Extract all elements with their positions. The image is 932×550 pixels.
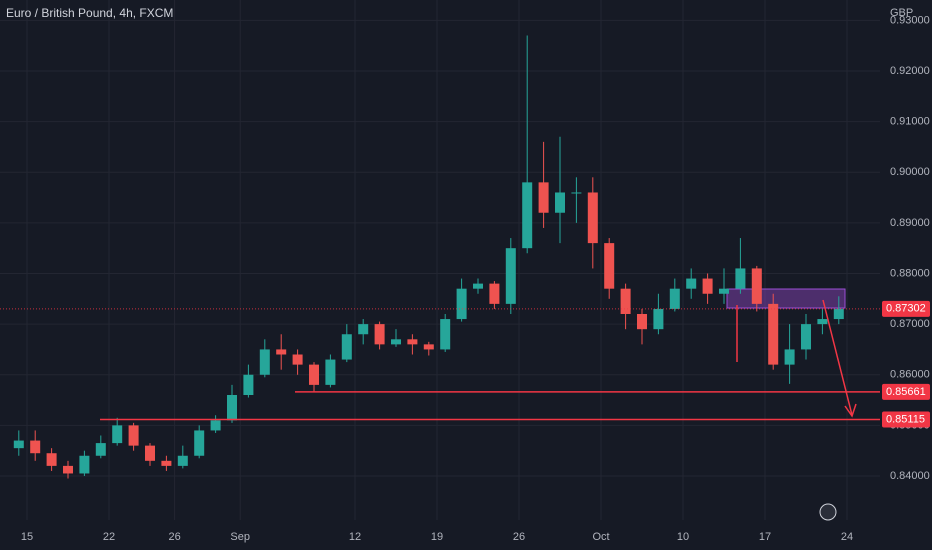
candle-body — [13, 440, 24, 449]
candle-body — [768, 303, 779, 365]
y-tick-label: 0.88000 — [890, 267, 930, 279]
price-tag — [882, 411, 930, 428]
candle-body — [637, 313, 647, 330]
candle-body — [227, 394, 237, 421]
candle-body — [30, 440, 41, 454]
price-tag — [882, 383, 930, 400]
candle-body — [391, 339, 401, 345]
price-tag — [882, 300, 930, 317]
candle-body — [358, 324, 369, 335]
candle-body — [538, 182, 549, 213]
y-tick-label: 0.86000 — [890, 369, 930, 381]
candle-body — [571, 192, 582, 194]
x-tick-label: 22 — [103, 531, 115, 543]
candle-body — [522, 182, 533, 249]
candle-body — [735, 268, 746, 289]
price-tag-label: 0.85115 — [886, 413, 925, 425]
candle-body — [177, 455, 188, 466]
candle-body — [309, 364, 319, 385]
candle-body — [292, 354, 303, 365]
price-tag-label: 0.85661 — [886, 386, 926, 398]
supply-zone — [726, 288, 846, 309]
candle-body — [833, 308, 844, 320]
y-tick-label: 0.91000 — [890, 116, 930, 128]
y-tick-label: 0.90000 — [890, 166, 930, 178]
x-tick-label: 26 — [168, 531, 180, 543]
candle-body — [79, 455, 90, 474]
candle-body — [719, 288, 729, 294]
currency: GBP — [890, 7, 913, 19]
y-tick-label: 0.92000 — [890, 65, 930, 77]
candle-body — [63, 465, 73, 474]
candle-body — [341, 334, 352, 360]
candle-body — [210, 420, 221, 431]
y-tick-label: 0.93000 — [890, 14, 930, 26]
candle-body — [587, 192, 598, 244]
candle-body — [243, 374, 254, 395]
candle-body — [259, 349, 270, 375]
y-tick-label: 0.87000 — [890, 318, 930, 330]
x-tick-label: 26 — [513, 531, 525, 543]
candle-body — [702, 278, 713, 294]
x-tick-label: 10 — [677, 531, 689, 543]
x-tick-label: 12 — [349, 531, 361, 543]
overlay: 0.87302 0.85661 0.85115 — [0, 300, 930, 428]
candle-body — [407, 339, 418, 345]
symbol-title: Euro / British Pound, 4h, FXCM — [6, 6, 173, 20]
x-tick-label: 15 — [21, 531, 33, 543]
price-tag-label: 0.87302 — [886, 303, 926, 315]
y-tick-label: 0.89000 — [890, 217, 930, 229]
candle-body — [669, 288, 680, 309]
candle-body — [555, 192, 565, 213]
x-tick-label: Oct — [592, 531, 609, 543]
x-tick-label: Sep — [230, 531, 250, 543]
candle-body — [128, 425, 139, 446]
candle-body — [653, 308, 664, 330]
y-tick-label: 0.84000 — [890, 470, 930, 482]
x-tick-label: 24 — [841, 531, 853, 543]
candle-body — [473, 283, 483, 289]
candle-body — [489, 283, 500, 304]
arrow-head — [844, 403, 857, 418]
candle-body — [784, 349, 795, 365]
candle-body — [46, 453, 57, 466]
candle-body — [801, 324, 811, 350]
candle-body — [686, 278, 697, 289]
candle-body — [374, 324, 385, 345]
globe-icon[interactable] — [819, 503, 837, 521]
candle-body — [325, 359, 336, 385]
candle-body — [112, 425, 123, 444]
candle-body — [817, 319, 828, 325]
candle-body — [95, 443, 106, 456]
candle-body — [751, 268, 762, 304]
x-tick-label: 17 — [759, 531, 771, 543]
candle-body — [620, 288, 631, 314]
candle-body — [604, 243, 615, 289]
candle-body — [456, 288, 467, 320]
candle-body — [440, 319, 451, 350]
projection-arrow — [822, 299, 853, 416]
candle-body — [276, 349, 287, 355]
candle-body — [161, 460, 172, 466]
candle-body — [423, 344, 434, 350]
candle-body — [505, 248, 516, 304]
candle-body — [194, 430, 205, 456]
candle-body — [145, 445, 155, 461]
candles — [13, 35, 844, 479]
x-tick-label: 19 — [431, 531, 443, 543]
